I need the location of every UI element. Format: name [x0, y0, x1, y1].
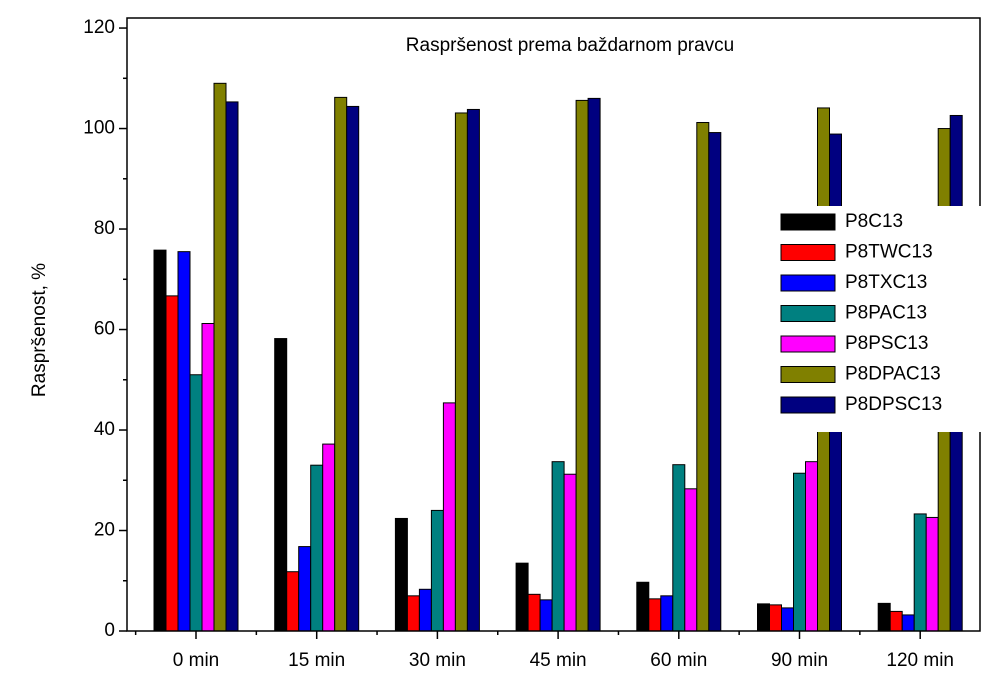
- bar: [310, 464, 324, 632]
- bar: [442, 402, 456, 632]
- bar: [551, 461, 565, 632]
- bar: [793, 472, 806, 632]
- y-tick-label: 20: [94, 520, 115, 541]
- legend-label: P8DPSC13: [845, 394, 942, 415]
- bar: [515, 562, 529, 632]
- bar: [587, 97, 601, 632]
- bar: [346, 105, 360, 632]
- bar: [406, 595, 420, 632]
- bar: [925, 516, 939, 632]
- bar: [213, 82, 227, 632]
- x-tick-label: 45 min: [530, 650, 587, 671]
- x-tick-label: 60 min: [650, 650, 707, 671]
- x-tick-label: 90 min: [771, 650, 828, 671]
- bar: [334, 96, 348, 632]
- bar: [563, 473, 577, 632]
- bar: [757, 603, 770, 632]
- y-tick-label: 100: [83, 118, 115, 139]
- bar: [889, 610, 903, 632]
- bar: [298, 546, 312, 632]
- bar: [901, 614, 915, 632]
- bar: [539, 599, 553, 632]
- bar: [466, 108, 480, 632]
- x-tick-label: 30 min: [409, 650, 466, 671]
- bar: [189, 374, 203, 632]
- bar: [648, 598, 662, 632]
- bar: [430, 509, 444, 632]
- bar: [805, 461, 818, 632]
- legend-label: P8DPAC13: [845, 364, 941, 385]
- chart-title: Raspršenost prema baždarnom pravcu: [406, 35, 734, 56]
- bar: [322, 443, 336, 632]
- y-tick-label: 0: [104, 620, 115, 641]
- bar: [781, 607, 794, 632]
- legend-swatch: [780, 305, 836, 322]
- bar: [636, 581, 650, 632]
- legend-label: P8PSC13: [845, 333, 928, 354]
- bar: [527, 593, 541, 632]
- bar: [769, 604, 782, 632]
- bar: [394, 517, 408, 632]
- bar: [225, 101, 239, 632]
- y-tick-label: 120: [83, 17, 115, 38]
- legend-label: P8TWC13: [845, 242, 933, 263]
- legend-swatch: [780, 396, 836, 414]
- legend-swatch: [780, 213, 836, 231]
- legend-swatch: [780, 366, 836, 383]
- bar: [177, 251, 191, 632]
- bar: [672, 464, 686, 632]
- bar: [660, 595, 674, 632]
- bar: [708, 132, 722, 632]
- legend-swatch: [780, 335, 836, 353]
- bar: [454, 112, 468, 632]
- bar: [684, 488, 698, 632]
- x-tick-label: 120 min: [886, 650, 954, 671]
- legend-swatch: [780, 274, 836, 292]
- bar: [575, 99, 589, 632]
- y-axis-label: Raspršenost, %: [29, 263, 50, 397]
- y-tick-label: 60: [94, 319, 115, 340]
- bar: [153, 249, 167, 632]
- bar: [913, 513, 927, 632]
- bar: [274, 338, 288, 632]
- y-tick-label: 40: [94, 419, 115, 440]
- bar: [201, 322, 215, 632]
- legend-label: P8TXC13: [845, 272, 927, 293]
- bar: [418, 588, 432, 632]
- legend-label: P8PAC13: [845, 303, 927, 324]
- bar: [165, 295, 179, 632]
- x-tick-label: 0 min: [173, 650, 219, 671]
- x-tick-label: 15 min: [288, 650, 345, 671]
- legend-label: P8C13: [845, 211, 903, 232]
- bar: [877, 602, 891, 632]
- bar: [286, 571, 300, 632]
- y-tick-label: 80: [94, 218, 115, 239]
- legend-swatch: [780, 244, 836, 261]
- bar: [696, 122, 710, 632]
